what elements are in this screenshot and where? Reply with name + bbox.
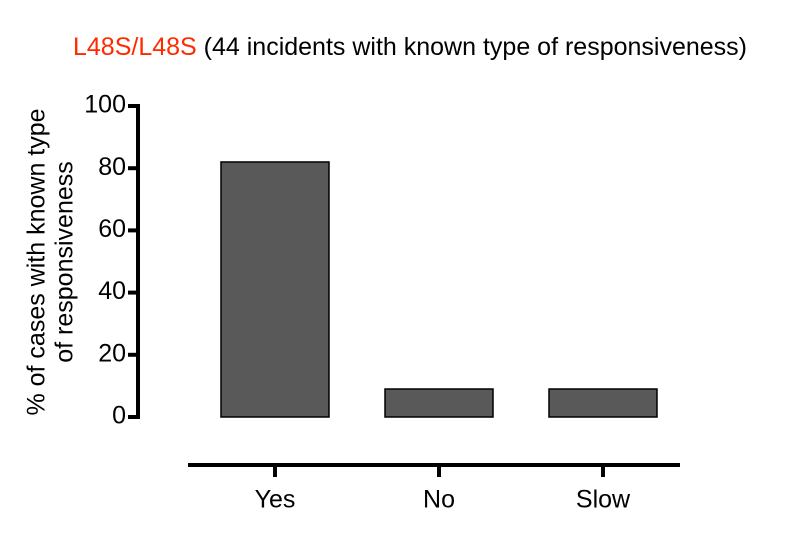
chart-title: L48S/L48S (44 incidents with known type … — [73, 33, 747, 61]
x-tick-label: No — [423, 486, 455, 514]
y-label-line: of responsiveness — [51, 161, 79, 363]
y-tick-label: 60 — [98, 215, 126, 243]
title-prefix: L48S/L48S — [73, 33, 197, 61]
y-tick-label: 20 — [98, 339, 126, 367]
y-tick-label: 100 — [84, 91, 126, 119]
x-tick-label: Slow — [576, 486, 631, 514]
y-tick-label: 40 — [98, 277, 126, 305]
title-text: (44 incidents with known type of respons… — [204, 33, 747, 61]
bar — [220, 161, 330, 418]
y-label: % of cases with known type of responsive… — [23, 108, 79, 415]
y-tick-label: 0 — [112, 402, 126, 430]
bar — [548, 388, 658, 418]
y-label-line: % of cases with known type — [23, 108, 51, 415]
y-tick-label: 80 — [98, 153, 126, 181]
bar — [384, 388, 494, 418]
x-tick-label: Yes — [255, 486, 296, 514]
